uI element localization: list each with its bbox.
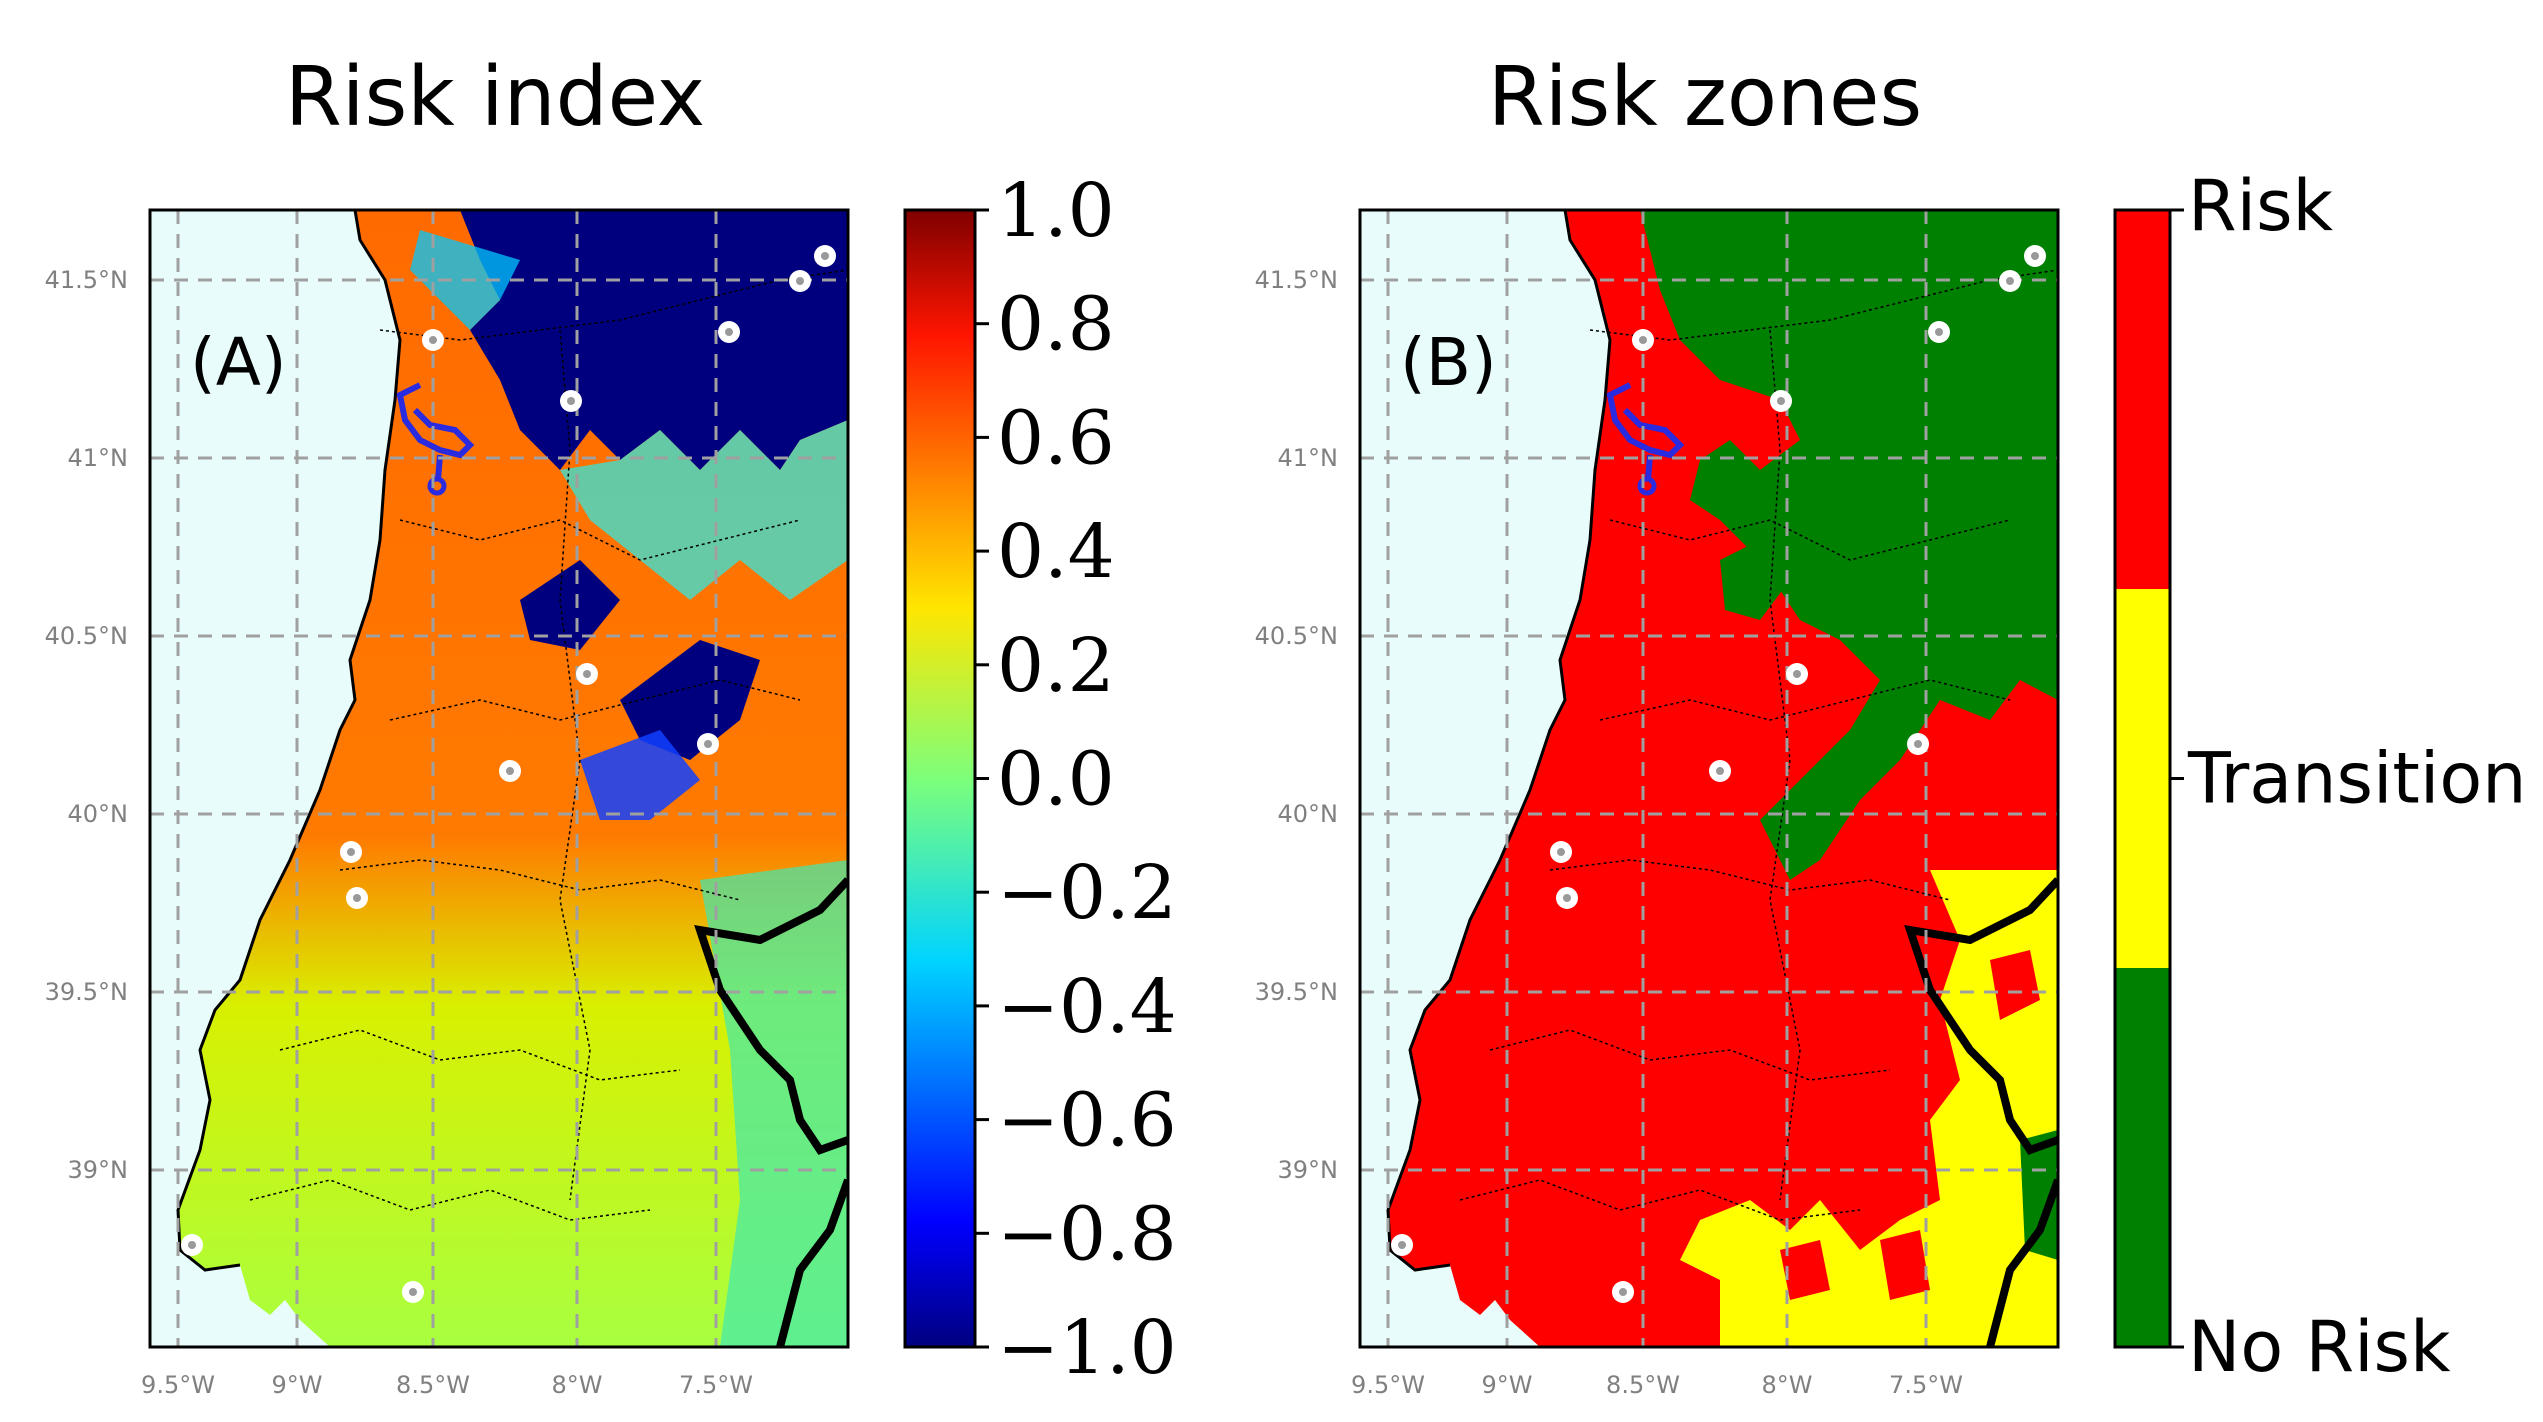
lat-tick-label: 40.5°N	[45, 622, 128, 650]
lat-tick-label: 40.5°N	[1255, 622, 1338, 650]
no-risk-patch-b2	[2020, 1130, 2058, 1260]
lon-ticks-b: 9.5°W 9°W 8.5°W 8°W 7.5°W	[1351, 1371, 1963, 1399]
lat-tick-label: 39.5°N	[45, 978, 128, 1006]
lat-tick-label: 39°N	[68, 1156, 129, 1184]
colorbar-tick-label: 0.4	[997, 509, 1115, 595]
coastline-a	[176, 210, 402, 1272]
lat-ticks-b: 41.5°N 41°N 40.5°N 40°N 39.5°N 39°N	[1255, 266, 1338, 1184]
colorbar-tick-label: −0.2	[997, 850, 1177, 936]
dark-blue-patch-a	[620, 640, 760, 760]
panel-a-label: (A)	[190, 324, 287, 401]
colorbar-class-label: Risk	[2188, 165, 2334, 247]
transition-region-b	[1680, 870, 2058, 1347]
map-frame-b	[1358, 208, 2060, 1349]
colorbar-class-label: Transition	[2187, 738, 2527, 820]
lon-tick-label: 8°W	[1762, 1371, 1813, 1399]
map-panel-a	[150, 210, 848, 1347]
border-a	[694, 877, 848, 1347]
no-risk-region-b	[1640, 210, 2058, 880]
colorbar-tick-label: −0.8	[997, 1191, 1177, 1277]
lat-tick-label: 40°N	[1278, 800, 1339, 828]
colorbar-tick-label: 0.0	[997, 737, 1115, 823]
colorbar-tick-label: 0.8	[997, 282, 1115, 368]
panel-b-title: Risk zones	[1488, 50, 1922, 145]
gridlines-b	[1360, 210, 2058, 1347]
cyan-band-a2	[560, 420, 848, 600]
colorbar-tick-label: −0.6	[997, 1078, 1177, 1164]
colorbar-class-swatch	[2115, 968, 2170, 1347]
district-lines-a	[249, 269, 848, 1221]
lat-ticks-a: 41.5°N 41°N 40.5°N 40°N 39.5°N 39°N	[45, 266, 128, 1184]
colorbar-tick-label: −1.0	[997, 1305, 1177, 1391]
gridlines-a	[150, 210, 848, 1347]
colorbar-tick-label: 0.2	[997, 623, 1115, 709]
lat-tick-label: 39°N	[1278, 1156, 1339, 1184]
lon-tick-label: 9.5°W	[1351, 1371, 1425, 1399]
colorbar-class-swatch	[2115, 210, 2170, 589]
colorbar-tick-label: 0.6	[997, 395, 1115, 481]
colorbar-class-label: No Risk	[2188, 1306, 2451, 1388]
lat-tick-label: 41°N	[68, 444, 129, 472]
panel-b-label: (B)	[1400, 324, 1497, 401]
lon-tick-label: 8°W	[552, 1371, 603, 1399]
lon-tick-label: 9.5°W	[141, 1371, 215, 1399]
risk-patch-b	[1780, 950, 2040, 1300]
lon-ticks-a: 9.5°W 9°W 8.5°W 8°W 7.5°W	[141, 1371, 753, 1399]
lon-tick-label: 7.5°W	[1889, 1371, 1963, 1399]
border-b	[1904, 877, 2058, 1347]
lat-tick-label: 41.5°N	[1255, 266, 1338, 294]
river-marker-b	[1637, 476, 1657, 496]
panel-a-title: Risk index	[285, 50, 705, 145]
lon-tick-label: 7.5°W	[679, 1371, 753, 1399]
lon-tick-label: 8.5°W	[1606, 1371, 1680, 1399]
colorbar-a	[903, 208, 977, 1349]
colorbar-a-ticks: 1.0 0.8 0.6 0.4 0.2 0.0 −0.2 −0.4 −0.6 −0.8 −1.0	[975, 168, 1177, 1391]
blue-patch-a3	[580, 730, 700, 820]
colorbar-class-swatch	[2115, 589, 2170, 968]
lat-tick-label: 40°N	[68, 800, 129, 828]
lat-tick-label: 41°N	[1278, 444, 1339, 472]
colorbar-tick-label: 1.0	[997, 168, 1115, 254]
lat-tick-label: 41.5°N	[45, 266, 128, 294]
map-panel-b	[1360, 210, 2058, 1347]
coastline-b	[1386, 210, 1612, 1272]
district-lines-b	[1459, 269, 2058, 1221]
river-marker-a	[427, 476, 447, 496]
lon-tick-label: 9°W	[1482, 1371, 1533, 1399]
lon-tick-label: 8.5°W	[396, 1371, 470, 1399]
map-frame-a	[148, 208, 850, 1349]
teal-patch-a	[700, 860, 848, 1347]
lat-tick-label: 39.5°N	[1255, 978, 1338, 1006]
colorbar-tick-label: −0.4	[997, 964, 1177, 1050]
colorbar-b: Risk Transition No Risk	[2113, 165, 2527, 1388]
dark-blue-region-a	[460, 210, 848, 470]
dark-blue-patch-a2	[520, 560, 620, 650]
lon-tick-label: 9°W	[272, 1371, 323, 1399]
